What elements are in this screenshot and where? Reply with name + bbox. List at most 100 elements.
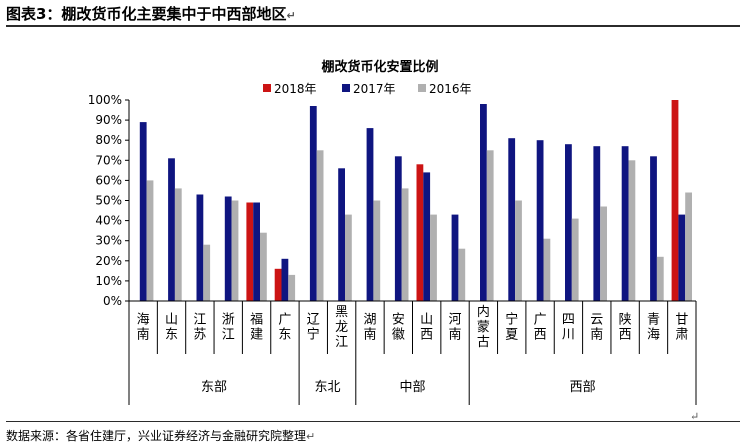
bar [656,256,664,301]
category-label: 龙 [335,320,348,335]
bar [621,146,629,301]
return-mark: ↵ [306,430,316,443]
category-label: 蒙 [477,320,490,335]
return-mark: ↵ [286,9,296,22]
bar [274,268,282,301]
category-label: 海 [647,328,660,343]
category-label: 山 [420,313,433,328]
bar [281,258,289,301]
category-label: 湖 [363,313,376,328]
figure-title-text: 图表3：棚改货币化主要集中于中西部地区 [6,5,287,23]
category-label: 南 [449,327,462,343]
legend: 2018年 2017年 2016年 [263,82,472,96]
category-label: 广 [534,313,547,328]
category-label: 四 [562,313,575,328]
bottom-rule [6,421,740,422]
category-label: 浙 [222,313,235,328]
category-label: 东 [165,328,178,343]
bar [451,214,459,301]
bar [480,104,487,301]
bar [685,192,692,301]
bar [394,156,402,301]
category-label: 西 [619,328,632,343]
bar [288,274,296,301]
legend-swatch [263,84,271,92]
legend-label: 2016年 [429,82,472,96]
bar [345,214,352,301]
category-label: 辽 [307,313,320,328]
bar [373,200,381,301]
category-label: 古 [477,335,490,350]
bar [628,160,636,301]
category-label: 肃 [675,328,688,343]
category-label: 西 [534,328,547,343]
category-label: 南 [137,327,150,343]
bar [458,248,466,301]
bar [543,238,551,301]
category-label: 南 [363,327,376,343]
bar [600,206,607,301]
bar [366,128,374,301]
bar [401,188,409,301]
category-label: 黑 [335,305,348,320]
category-label: 青 [647,313,660,328]
category-label: 江 [193,313,206,328]
y-tick-label: 10% [95,274,122,288]
y-tick-label: 70% [95,153,122,167]
bar [416,164,424,301]
category-label: 陕 [619,313,632,328]
bar [486,150,494,302]
category-label: 江 [335,335,348,350]
category-label: 川 [562,328,575,343]
bar [196,194,204,301]
category-label: 宁 [505,312,518,328]
title-rule [6,25,740,27]
category-label: 苏 [193,327,206,343]
y-tick-label: 20% [95,254,122,268]
bar [650,156,657,301]
bar [224,196,232,301]
category-label: 云 [590,313,603,328]
legend-swatch [418,84,426,92]
category-label: 西 [420,328,433,343]
bar [174,188,182,301]
category-label: 海 [137,313,150,328]
bar [423,172,431,301]
category-label: 甘 [675,313,688,328]
y-axis: 0% 10% 20% 30% 40% 50% 60% 70% 80% 90% 100% [88,93,130,308]
category-label: 宁 [307,327,320,343]
y-tick-label: 60% [95,173,122,187]
category-label: 徽 [392,328,405,343]
bar [571,218,579,301]
y-tick-label: 30% [95,234,122,248]
bar [139,122,147,301]
group-label: 西部 [570,380,596,395]
category-label: 山 [165,313,178,328]
category-label: 广 [278,313,291,328]
bar [253,202,260,301]
bar [231,200,239,301]
legend-label: 2017年 [353,82,396,96]
category-label: 建 [250,328,263,343]
category-label: 夏 [505,328,518,343]
y-tick-label: 0% [103,294,122,308]
category-label: 内 [477,304,490,320]
category-label: 南 [590,327,603,343]
bar [309,106,317,301]
category-label: 河 [449,313,462,328]
legend-swatch [342,84,350,92]
bar [260,232,267,301]
category-label: 东 [278,328,291,343]
y-tick-label: 90% [95,113,122,127]
category-label: 江 [222,328,235,343]
bar [168,158,175,301]
y-tick-label: 40% [95,214,122,228]
figure-title: 图表3：棚改货币化主要集中于中西部地区↵ [6,3,296,24]
bar [593,146,601,301]
category-label: 福 [250,313,263,328]
bar [678,214,686,301]
chart-title: 棚改货币化安置比例 [321,59,438,75]
bar [338,168,345,301]
bar [316,150,324,302]
